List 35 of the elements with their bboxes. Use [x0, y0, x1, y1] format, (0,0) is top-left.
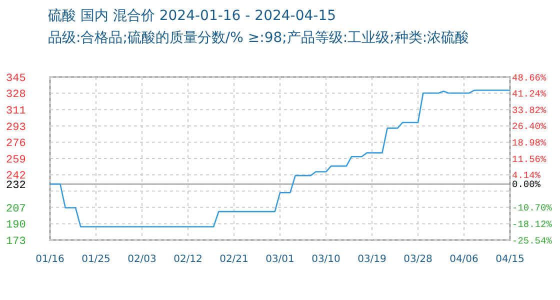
y2-tick-label: 41.24%: [512, 88, 547, 100]
x-tick-label: 03/10: [312, 254, 340, 265]
chart-subtitle: 品级:合格品;硫酸的质量分数/% ≥:98;产品等级:工业级;种类:浓硫酸: [48, 30, 470, 46]
y-tick-label: 293: [6, 122, 26, 134]
y2-tick-label: -18.12%: [512, 219, 552, 230]
y-tick-label: 190: [6, 220, 26, 232]
y-tick-label: 276: [6, 138, 26, 150]
y2-tick-label: 26.40%: [512, 121, 547, 132]
y-tick-label: 259: [6, 154, 26, 166]
y2-tick-label: 4.14%: [512, 170, 541, 182]
x-tick-label: 03/19: [358, 254, 386, 265]
y-tick-label: 173: [6, 236, 26, 248]
x-tick-label: 03/28: [404, 254, 432, 265]
x-tick-label: 02/03: [128, 254, 156, 265]
x-tick-label: 01/25: [82, 254, 110, 265]
x-tick-label: 04/06: [450, 254, 478, 265]
x-tick-label: 03/01: [266, 254, 294, 265]
y2-tick-label: -10.70%: [512, 202, 552, 214]
y2-tick-label: 18.98%: [512, 138, 547, 149]
y2-tick-label: 48.66%: [512, 72, 547, 84]
x-tick-label: 04/15: [496, 254, 524, 265]
y-tick-label: 207: [6, 203, 26, 216]
y2-tick-label: 11.56%: [512, 154, 547, 165]
line-series: [49, 90, 511, 228]
y-tick-label: 345: [6, 72, 26, 85]
y2-tick-label: 33.82%: [512, 104, 547, 116]
y-tick-label: 311: [6, 105, 26, 118]
y2-tick-label: -25.54%: [512, 235, 552, 246]
chart-title: 硫酸 国内 混合价 2024-01-16 - 2024-04-15: [48, 8, 336, 24]
y2-tick-label: 0.00%: [512, 179, 541, 190]
y-tick-label: 232: [6, 180, 26, 192]
x-tick-label: 02/12: [174, 254, 202, 265]
x-tick-label: 01/16: [36, 254, 64, 265]
x-tick-label: 02/21: [220, 254, 248, 265]
y-tick-label: 328: [6, 89, 26, 102]
